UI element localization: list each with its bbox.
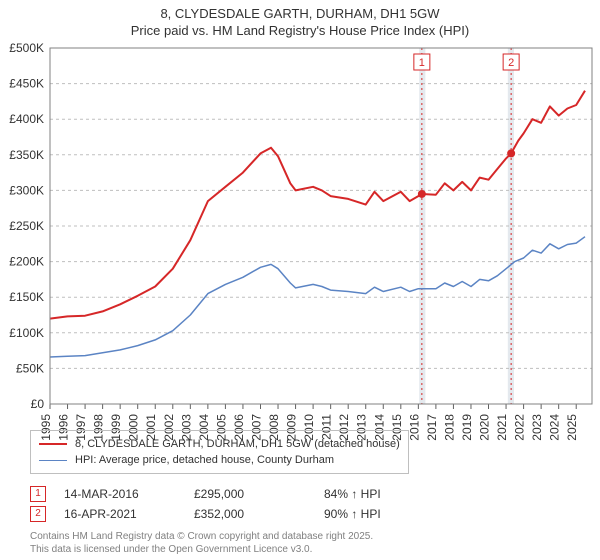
- y-tick-label: £400K: [9, 112, 44, 126]
- y-tick-label: £150K: [9, 290, 44, 304]
- chart: £0 £50K £100K £150K £200K £250K £300K £350K £400…: [0, 42, 600, 442]
- legend-swatch: [39, 443, 67, 445]
- credit-block: Contains HM Land Registry data © Crown c…: [30, 530, 590, 556]
- credit-line-2: This data is licensed under the Open Gov…: [30, 543, 590, 556]
- y-tick-label: £200K: [9, 255, 44, 269]
- marker-table-date: 16-APR-2021: [64, 507, 194, 521]
- legend-swatch: [39, 460, 67, 461]
- figure: 8, CLYDESDALE GARTH, DURHAM, DH1 5GW Pri…: [0, 0, 600, 560]
- title-line-1: 8, CLYDESDALE GARTH, DURHAM, DH1 5GW: [0, 6, 600, 23]
- series-line-0: [50, 91, 585, 319]
- y-tick-label: £0: [31, 397, 45, 411]
- marker-table-price: £295,000: [194, 487, 324, 501]
- marker-table: 1 14-MAR-2016£295,00084% ↑ HPI 2 16-APR-202…: [30, 484, 590, 524]
- y-tick-label: £450K: [9, 77, 44, 91]
- marker-table-badge: 2: [30, 506, 46, 522]
- legend-label: 8, CLYDESDALE GARTH, DURHAM, DH1 5GW (de…: [75, 438, 400, 450]
- legend-label: HPI: Average price, detached house, Coun…: [75, 454, 334, 466]
- legend-item: HPI: Average price, detached house, Coun…: [39, 452, 400, 468]
- marker-badge-text: 1: [419, 57, 425, 69]
- marker-table-row: 2 16-APR-2021£352,00090% ↑ HPI: [30, 504, 590, 524]
- marker-table-badge: 1: [30, 486, 46, 502]
- chart-svg: £0 £50K £100K £150K £200K £250K £300K £350K £400…: [0, 42, 600, 442]
- series-marker: [418, 190, 426, 198]
- legend: 8, CLYDESDALE GARTH, DURHAM, DH1 5GW (de…: [30, 430, 409, 474]
- y-tick-label: £500K: [9, 41, 44, 55]
- title-block: 8, CLYDESDALE GARTH, DURHAM, DH1 5GW Pri…: [0, 0, 600, 40]
- footer: 8, CLYDESDALE GARTH, DURHAM, DH1 5GW (de…: [30, 430, 590, 556]
- marker-table-delta: 84% ↑ HPI: [324, 487, 454, 501]
- marker-table-date: 14-MAR-2016: [64, 487, 194, 501]
- series-marker: [507, 149, 515, 157]
- marker-table-delta: 90% ↑ HPI: [324, 507, 454, 521]
- marker-table-row: 1 14-MAR-2016£295,00084% ↑ HPI: [30, 484, 590, 504]
- title-line-2: Price paid vs. HM Land Registry's House …: [0, 23, 600, 40]
- y-tick-label: £100K: [9, 326, 44, 340]
- credit-line-1: Contains HM Land Registry data © Crown c…: [30, 530, 590, 543]
- marker-table-price: £352,000: [194, 507, 324, 521]
- legend-item: 8, CLYDESDALE GARTH, DURHAM, DH1 5GW (de…: [39, 436, 400, 452]
- y-tick-label: £250K: [9, 219, 44, 233]
- y-tick-label: £350K: [9, 148, 44, 162]
- y-tick-label: £300K: [9, 183, 44, 197]
- y-tick-label: £50K: [16, 361, 44, 375]
- marker-badge-text: 2: [508, 57, 514, 69]
